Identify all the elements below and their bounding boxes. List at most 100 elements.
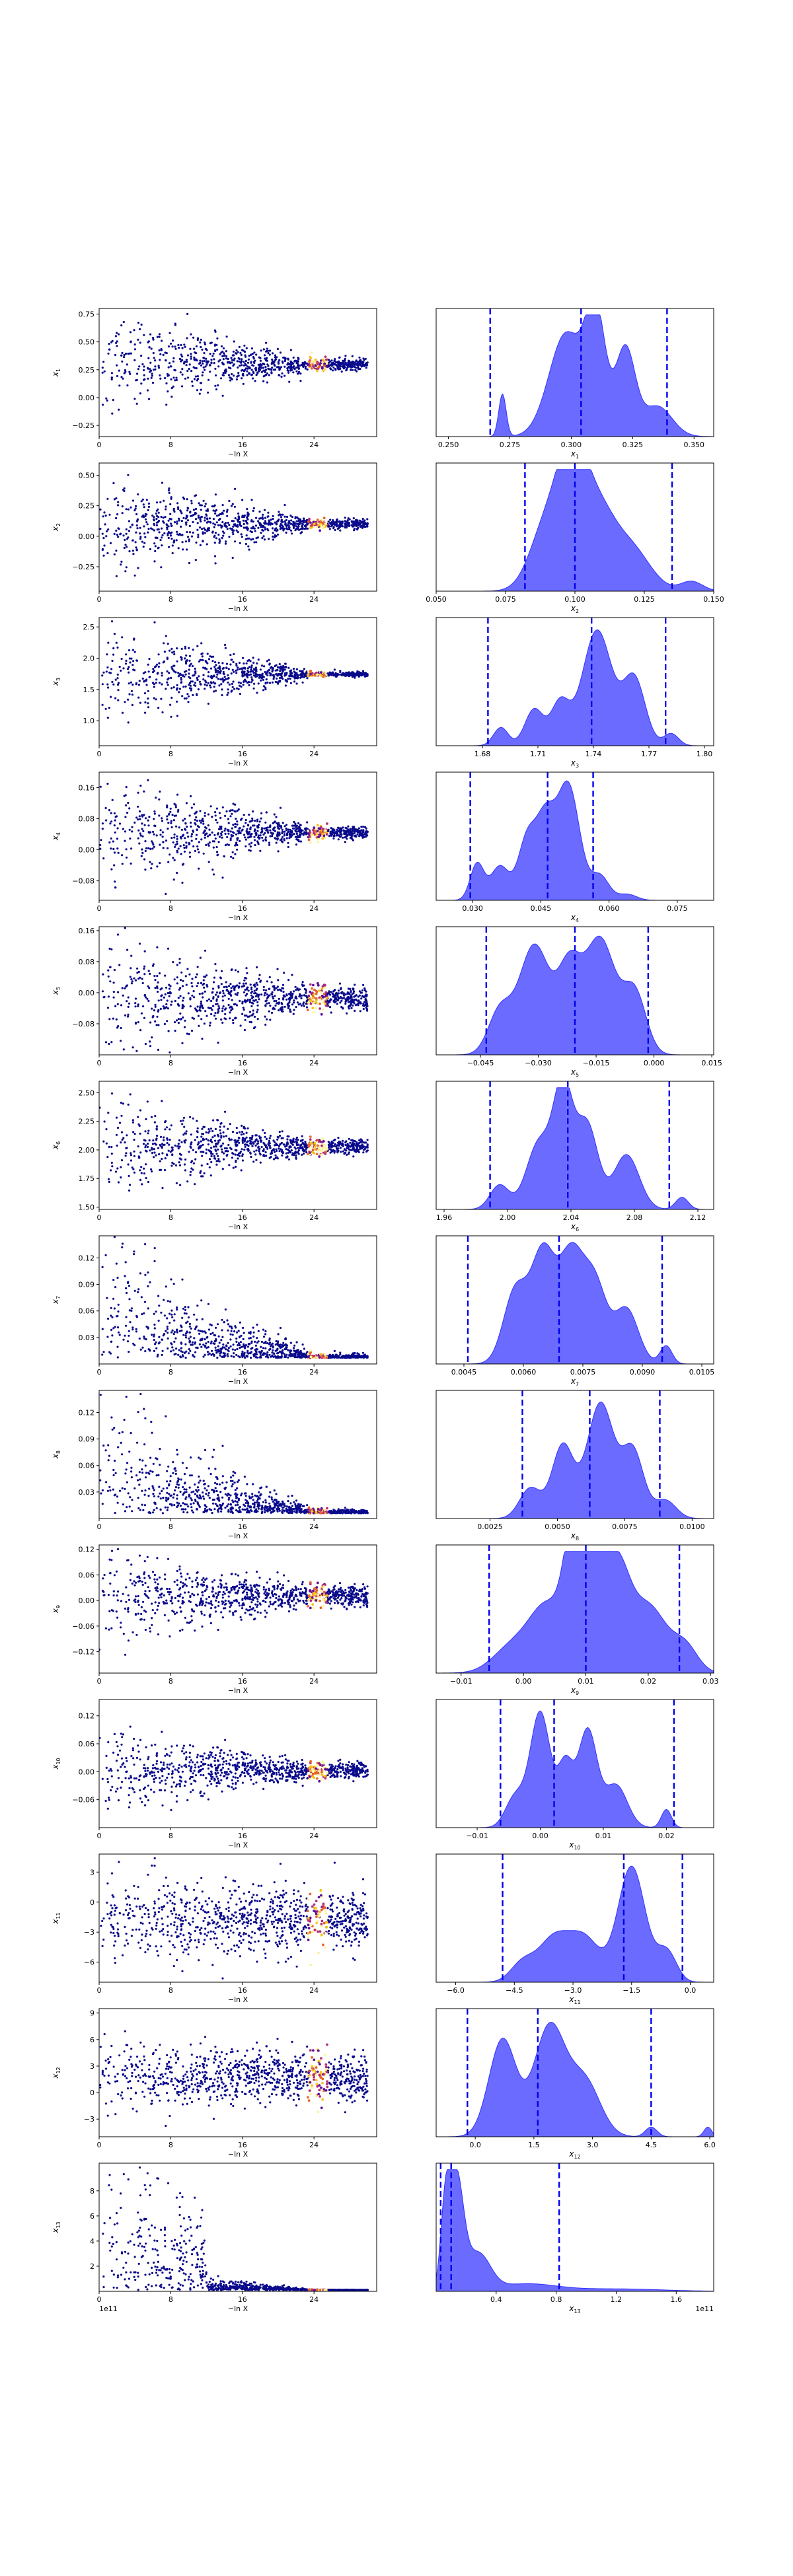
trace-point: [327, 520, 330, 523]
trace-point: [322, 369, 325, 373]
trace-point: [358, 363, 360, 366]
trace-point: [144, 840, 147, 843]
trace-point: [210, 359, 213, 361]
trace-point: [341, 520, 344, 523]
trace-point: [266, 528, 269, 530]
trace-point: [301, 994, 303, 997]
trace-point: [118, 609, 120, 611]
trace-point: [275, 816, 278, 818]
trace-point: [109, 966, 112, 968]
trace-point: [240, 533, 243, 536]
trace-point: [269, 368, 272, 371]
trace-point: [143, 525, 145, 528]
trace-point: [295, 674, 299, 676]
trace-point: [172, 651, 175, 653]
trace-point: [249, 530, 252, 533]
trace-point: [283, 668, 286, 671]
trace-point: [344, 836, 346, 839]
trace-point: [302, 365, 305, 369]
trace-point: [250, 1155, 252, 1159]
trace-point: [143, 542, 146, 544]
trace-point: [347, 825, 350, 828]
trace-point: [263, 538, 266, 541]
trace-point: [316, 982, 319, 985]
trace-point: [228, 499, 231, 503]
trace-point: [289, 677, 291, 680]
trace-point: [250, 373, 253, 376]
trace-point: [231, 985, 234, 988]
trace-point: [245, 347, 248, 349]
trace-point: [243, 982, 245, 985]
trace-point: [169, 1051, 171, 1054]
trace-point: [192, 1162, 195, 1164]
trace-point: [130, 954, 133, 957]
trace-point: [191, 664, 194, 668]
trace-point: [336, 527, 339, 530]
trace-point: [116, 340, 118, 343]
trace-point: [232, 364, 235, 367]
trace-point: [259, 363, 262, 366]
trace-point: [150, 376, 153, 379]
trace-point: [243, 1009, 245, 1011]
trace-point: [176, 842, 178, 845]
trace-point: [136, 520, 139, 522]
trace-point: [347, 1001, 350, 1003]
trace-point: [209, 1007, 212, 1009]
trace-point: [115, 497, 118, 499]
trace-point: [207, 843, 209, 845]
trace-point: [334, 672, 337, 674]
trace-point: [250, 988, 253, 991]
trace-4-xtick-label: 8: [169, 904, 173, 913]
trace-panel-4: 0 8 16 24−0.080.000.080.16−ln Xx4: [51, 771, 377, 922]
trace-point: [103, 511, 106, 514]
trace-point: [213, 1015, 216, 1017]
trace-point: [287, 666, 290, 669]
trace-point: [269, 1005, 272, 1007]
trace-point: [137, 829, 140, 832]
trace-point: [126, 811, 129, 814]
trace-point: [239, 520, 241, 524]
trace-point: [351, 993, 354, 995]
trace-point: [143, 965, 146, 968]
trace-point: [247, 1145, 250, 1147]
trace-point: [262, 685, 266, 688]
trace-point: [178, 1164, 182, 1166]
trace-point: [293, 833, 295, 836]
trace-point: [265, 373, 268, 376]
trace-point: [208, 828, 211, 831]
trace-point: [248, 684, 250, 686]
trace-point: [164, 993, 167, 996]
trace-point: [326, 999, 329, 1002]
trace-point: [131, 980, 133, 983]
trace-point: [121, 636, 124, 639]
trace-point: [191, 384, 194, 387]
trace-point: [218, 542, 221, 544]
trace-point: [317, 836, 321, 839]
trace-point: [229, 837, 232, 840]
trace-point: [365, 364, 369, 367]
trace-point: [132, 550, 134, 552]
trace-point: [238, 827, 241, 830]
trace-point: [300, 1004, 303, 1007]
trace-point: [231, 831, 234, 834]
trace-point: [243, 1028, 246, 1032]
trace-point: [101, 371, 104, 374]
trace-point: [202, 666, 205, 669]
trace-point: [206, 1015, 208, 1017]
trace-point: [319, 1007, 321, 1010]
trace-point: [268, 668, 271, 672]
trace-point: [262, 513, 264, 516]
trace-point: [248, 843, 250, 845]
trace-point: [165, 508, 167, 511]
trace-point: [110, 696, 112, 698]
trace-point: [113, 824, 116, 827]
trace-point: [358, 524, 360, 527]
trace-point: [310, 351, 313, 354]
trace-point: [221, 836, 223, 839]
trace-point: [196, 966, 199, 968]
trace-point: [186, 507, 189, 509]
trace-point: [127, 474, 130, 476]
trace-point: [202, 371, 204, 374]
trace-point: [234, 853, 237, 855]
trace-point: [253, 1015, 256, 1018]
